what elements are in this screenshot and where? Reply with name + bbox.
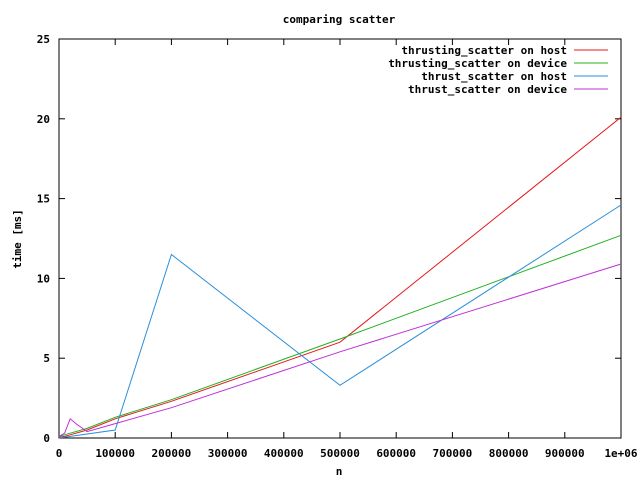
y-axis-label: time [ms] xyxy=(11,209,24,269)
y-tick-label: 20 xyxy=(37,113,50,126)
x-tick-label: 800000 xyxy=(489,447,529,460)
x-tick-label: 1e+06 xyxy=(604,447,637,460)
y-tick-label: 0 xyxy=(43,432,50,445)
x-tick-label: 200000 xyxy=(152,447,192,460)
x-axis-label: n xyxy=(336,465,343,478)
legend-label: thrusting_scatter on host xyxy=(401,44,567,57)
x-tick-label: 0 xyxy=(56,447,63,460)
series-lines xyxy=(58,116,622,439)
y-tick-label: 5 xyxy=(43,352,50,365)
x-tick-label: 500000 xyxy=(320,447,360,460)
y-tick-label: 10 xyxy=(37,272,50,285)
x-tick-label: 100000 xyxy=(95,447,135,460)
y-tick-label: 25 xyxy=(37,33,50,46)
x-tick-label: 300000 xyxy=(208,447,248,460)
legend: thrusting_scatter on hostthrusting_scatt… xyxy=(388,44,608,96)
series-line xyxy=(58,204,622,439)
axis-tick-labels: 0 100000 200000 300000 400000 500000 600000 700… xyxy=(37,33,638,460)
legend-label: thrust_scatter on host xyxy=(421,70,567,83)
x-tick-label: 700000 xyxy=(433,447,473,460)
legend-label: thrust_scatter on device xyxy=(408,83,567,96)
y-tick-label: 15 xyxy=(37,193,50,206)
series-line xyxy=(58,116,622,438)
x-tick-label: 400000 xyxy=(264,447,304,460)
x-tick-label: 600000 xyxy=(376,447,416,460)
series-line xyxy=(58,234,622,437)
legend-label: thrusting_scatter on device xyxy=(388,57,567,70)
plot-frame xyxy=(58,38,622,439)
chart-title: comparing scatter xyxy=(283,13,396,26)
axis-ticks xyxy=(58,38,622,439)
x-tick-label: 900000 xyxy=(545,447,585,460)
series-line xyxy=(58,263,622,437)
